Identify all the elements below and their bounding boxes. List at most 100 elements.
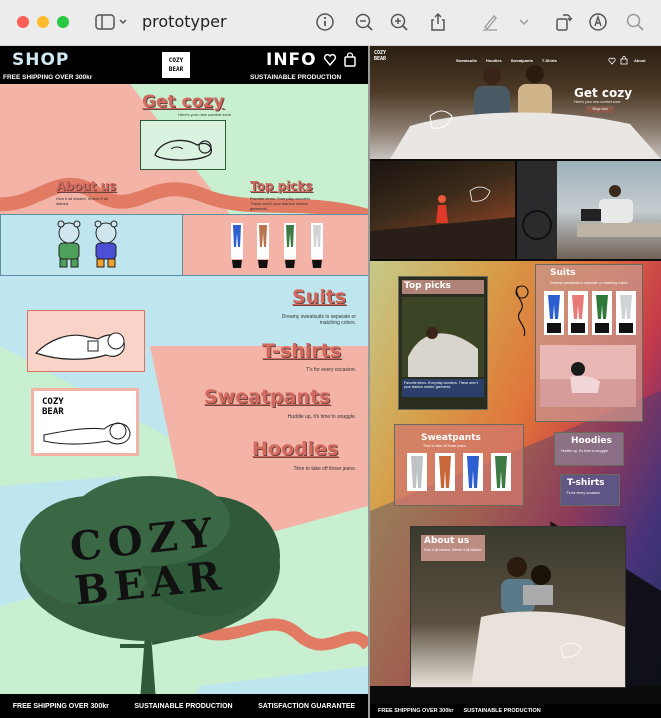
bear-sketch-icon [43, 422, 131, 445]
top-picks-caption: Favorite items. Everyday wonders. These … [402, 379, 484, 397]
right-hoodies-title: Hoodies [571, 436, 612, 446]
zoom-out-button[interactable] [354, 12, 374, 32]
bear-figures-icon [57, 220, 118, 268]
beach-photo [370, 161, 515, 259]
right-sweatpants-text: Time to take off those jeans. [423, 444, 467, 448]
right-hero-subtitle: Here's your new comfort zone [574, 100, 621, 104]
right-top-picks-card[interactable]: Top picks Favorite items. Everyday wonde… [398, 276, 488, 410]
right-footer: FREE SHIPPING OVER 300kr SUSTAINABLE PRO… [370, 704, 661, 718]
minimize-window-button[interactable] [37, 16, 49, 28]
hero-photo [370, 46, 661, 159]
annotate-button[interactable] [588, 12, 608, 32]
markup-menu-button[interactable] [517, 12, 531, 32]
about-text: How it all started. Where it all started… [56, 196, 108, 206]
right-bag-icon[interactable] [620, 56, 628, 65]
hero-subtitle: Here's your new comfort zone [178, 112, 232, 117]
header-logo-text: COZY BEAR [168, 57, 184, 73]
right-nav: Sweatsuits Hoodies Sweatpants T-Shirts [456, 58, 557, 63]
lounging-bear-icon [34, 332, 125, 360]
share-button[interactable] [428, 12, 448, 32]
couple-photo-icon [390, 65, 661, 159]
sleeping-bear-icon [154, 139, 212, 161]
shop-now-button[interactable]: Shop now [586, 106, 614, 113]
right-footer-sustainable: SUSTAINABLE PRODUCTION [463, 708, 541, 714]
about-heading[interactable]: About us [56, 179, 117, 193]
nav-sweatsuits[interactable]: Sweatsuits [456, 58, 477, 63]
right-hero-title: Get cozy [574, 86, 633, 100]
zoom-out-icon [355, 13, 373, 31]
close-window-button[interactable] [17, 16, 29, 28]
footer-guarantee: SATISFACTION GUARANTEE [258, 702, 356, 710]
zoom-window-button[interactable] [57, 16, 69, 28]
nav-about[interactable]: About [634, 58, 646, 63]
couple-sofa-photo [471, 557, 625, 687]
zoom-in-button[interactable] [389, 12, 409, 32]
right-suits-title: Suits [550, 268, 576, 278]
sidebar-icon [95, 14, 127, 30]
rotate-icon [556, 14, 573, 31]
right-about-card[interactable]: About us How it all started. Where it al… [410, 526, 626, 688]
annotate-icon [589, 13, 607, 31]
top-picks-label-bg [402, 280, 484, 294]
pen-icon [483, 15, 497, 31]
sleeping-couple-photo [402, 297, 484, 377]
footer-free-shipping: FREE SHIPPING OVER 300kr [12, 702, 109, 710]
person-laptop-icon [517, 161, 661, 259]
footer-sustainable: SUSTAINABLE PRODUCTION [134, 702, 233, 710]
left-header: SHOP COZY BEAR INFO FREE SHIPPING OVER 3… [0, 46, 368, 84]
window-title: prototyper [142, 12, 227, 31]
laptop-photo [517, 161, 661, 259]
hoodies-text: Time to take off those jeans. [293, 466, 356, 472]
running-person-icon [370, 186, 515, 259]
nav-sweatpants[interactable]: Sweatpants [510, 58, 533, 63]
right-about-text: How it all started. Where it all started… [424, 548, 482, 552]
suits-heading[interactable]: Suits [292, 286, 347, 308]
right-footer-free-shipping: FREE SHIPPING OVER 300kr [378, 708, 454, 714]
right-suits-card[interactable]: Suits Dreamy sweatsuits in separate or m… [535, 264, 643, 422]
header-logo[interactable]: COZY BEAR [162, 52, 190, 78]
rotate-button[interactable] [553, 12, 573, 32]
sweatpants-heading[interactable]: Sweatpants [204, 386, 331, 408]
right-header-logo[interactable]: COZY BEAR [374, 50, 394, 64]
products-panel [182, 214, 368, 276]
right-tshirts-card[interactable]: T-shirts T's for every occasion. [560, 474, 620, 506]
top-picks-heading[interactable]: Top picks [250, 179, 313, 193]
nav-tshirts[interactable]: T-Shirts [541, 58, 557, 63]
bear-doodle-icon [515, 285, 529, 337]
heart-icon[interactable] [323, 53, 337, 67]
nav-hoodies[interactable]: Hoodies [485, 58, 502, 63]
search-icon [626, 13, 644, 31]
sidebar-toggle-button[interactable] [95, 12, 129, 32]
right-prototype: COZY BEAR Sweatsuits Hoodies Sweatpants … [370, 46, 661, 718]
bears-panel [0, 214, 184, 276]
header-sustainable: SUSTAINABLE PRODUCTION [250, 74, 342, 81]
right-sweatpants-card[interactable]: Sweatpants Time to take off those jeans. [394, 424, 524, 506]
markup-button[interactable] [480, 12, 500, 32]
right-heart-icon[interactable] [608, 57, 616, 65]
sweatpants-text: Huddle up, it's time to snuggle. [287, 414, 356, 420]
badge-text: COZY BEAR [42, 397, 64, 417]
shop-link[interactable]: SHOP [12, 50, 70, 70]
right-top-picks-title: Top picks [404, 281, 451, 291]
tshirts-text: T's for every occasion. [306, 367, 356, 373]
right-tshirts-text: T's for every occasion. [566, 491, 601, 495]
hoodies-heading[interactable]: Hoodies [252, 438, 339, 460]
left-prototype: SHOP COZY BEAR INFO FREE SHIPPING OVER 3… [0, 46, 368, 718]
share-icon [431, 12, 445, 31]
info-link[interactable]: INFO [266, 50, 317, 70]
cozy-bear-badge: COZY BEAR [31, 388, 139, 456]
right-about-title: About us [424, 536, 470, 546]
chevron-down-icon [519, 19, 529, 26]
panel-divider [368, 46, 370, 718]
hero-illustration [140, 120, 226, 170]
right-hoodies-card[interactable]: Hoodies Huddle up, it's time to snuggle. [554, 432, 624, 466]
sweatpants-product-grid [407, 453, 511, 491]
bag-icon[interactable] [343, 52, 357, 67]
zoom-in-icon [390, 13, 408, 31]
right-hoodies-text: Huddle up, it's time to snuggle. [561, 449, 609, 453]
lounging-illustration [27, 310, 145, 372]
info-button[interactable] [315, 12, 335, 32]
tshirts-heading[interactable]: T-shirts [262, 340, 342, 362]
right-sweatpants-title: Sweatpants [421, 433, 481, 443]
search-button[interactable] [625, 12, 645, 32]
